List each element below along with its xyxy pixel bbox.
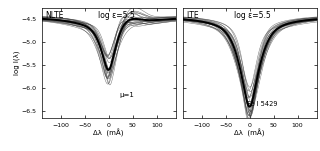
X-axis label: Δλ  (mÅ): Δλ (mÅ) <box>235 129 265 137</box>
X-axis label: Δλ  (mÅ): Δλ (mÅ) <box>93 129 124 137</box>
Text: log ε=5.5: log ε=5.5 <box>98 11 135 20</box>
Y-axis label: log I(λ): log I(λ) <box>14 50 20 75</box>
Text: NLTE: NLTE <box>46 11 64 20</box>
Text: LTE: LTE <box>187 11 199 20</box>
Text: Fe I 5429: Fe I 5429 <box>247 101 277 107</box>
Text: log ε=5.5: log ε=5.5 <box>234 11 270 20</box>
Text: μ=1: μ=1 <box>119 92 134 98</box>
